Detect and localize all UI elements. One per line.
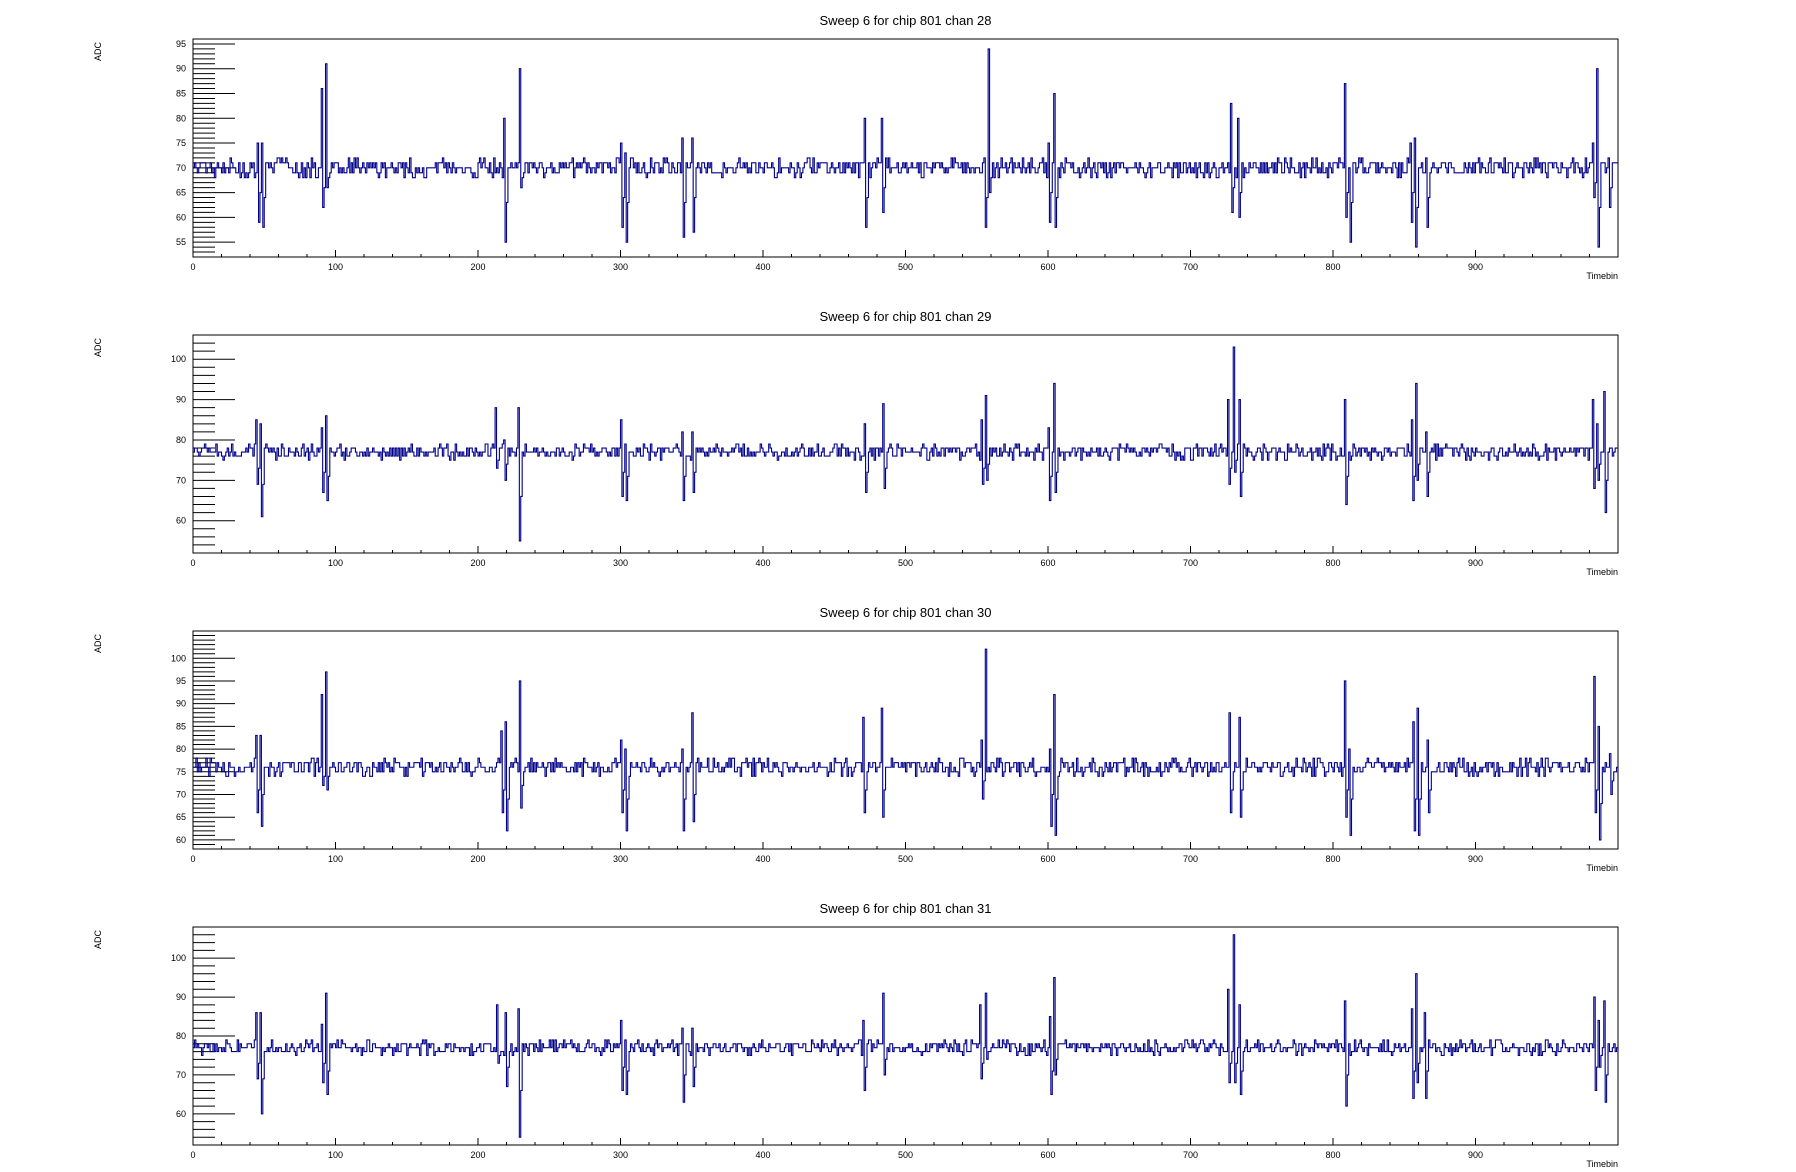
x-tick-label: 300 (613, 558, 628, 568)
x-tick-label: 300 (613, 854, 628, 864)
x-tick-label: 100 (328, 1150, 343, 1160)
y-tick-label: 80 (176, 744, 186, 754)
x-tick-label: 500 (898, 854, 913, 864)
x-tick-label: 0 (190, 1150, 195, 1160)
x-tick-label: 400 (755, 262, 770, 272)
x-tick-label: 600 (1040, 262, 1055, 272)
x-tick-label: 700 (1183, 262, 1198, 272)
y-tick-label: 100 (171, 354, 186, 364)
adc-trace-line (193, 48, 1618, 248)
x-tick-label: 700 (1183, 1150, 1198, 1160)
y-tick-label: 60 (176, 835, 186, 845)
y-tick-label: 85 (176, 721, 186, 731)
x-tick-label: 900 (1468, 854, 1483, 864)
x-tick-label: 400 (755, 1150, 770, 1160)
y-tick-label: 70 (176, 475, 186, 485)
chart-title: Sweep 6 for chip 801 chan 30 (819, 605, 991, 620)
chart-panel: Sweep 6 for chip 801 chan 31 ADC Timebin 60… (93, 901, 1619, 1169)
x-axis-label: Timebin (1586, 1159, 1618, 1169)
x-tick-label: 200 (470, 558, 485, 568)
y-tick-label: 60 (176, 516, 186, 526)
y-axis-label: ADC (93, 42, 103, 62)
x-tick-label: 100 (328, 262, 343, 272)
chart-title: Sweep 6 for chip 801 chan 29 (819, 309, 991, 324)
x-tick-label: 900 (1468, 262, 1483, 272)
y-tick-label: 65 (176, 188, 186, 198)
plot-frame (192, 38, 1619, 258)
adc-trace-line (193, 648, 1618, 841)
x-tick-label: 200 (470, 262, 485, 272)
x-tick-label: 200 (470, 1150, 485, 1160)
y-tick-label: 70 (176, 790, 186, 800)
y-tick-label: 90 (176, 699, 186, 709)
y-axis-label: ADC (93, 930, 103, 950)
x-tick-label: 200 (470, 854, 485, 864)
x-tick-label: 500 (898, 262, 913, 272)
y-axis-label: ADC (93, 634, 103, 654)
x-tick-label: 700 (1183, 854, 1198, 864)
y-tick-label: 60 (176, 1109, 186, 1119)
x-tick-label: 600 (1040, 854, 1055, 864)
y-tick-label: 80 (176, 1031, 186, 1041)
chart-panel: Sweep 6 for chip 801 chan 28 ADC Timebin 55… (93, 13, 1619, 281)
plot-frame (192, 926, 1619, 1146)
x-tick-label: 100 (328, 854, 343, 864)
x-tick-label: 400 (755, 854, 770, 864)
x-tick-label: 600 (1040, 558, 1055, 568)
adc-trace-line (193, 346, 1618, 542)
x-tick-label: 800 (1325, 262, 1340, 272)
x-tick-label: 500 (898, 558, 913, 568)
x-tick-label: 700 (1183, 558, 1198, 568)
plot-frame (192, 630, 1619, 850)
chart-title: Sweep 6 for chip 801 chan 31 (819, 901, 991, 916)
y-tick-label: 75 (176, 767, 186, 777)
y-tick-label: 90 (176, 395, 186, 405)
y-tick-label: 90 (176, 64, 186, 74)
x-tick-label: 100 (328, 558, 343, 568)
x-tick-label: 300 (613, 262, 628, 272)
x-tick-label: 800 (1325, 1150, 1340, 1160)
x-tick-label: 900 (1468, 1150, 1483, 1160)
x-tick-label: 0 (190, 262, 195, 272)
x-tick-label: 800 (1325, 558, 1340, 568)
y-tick-label: 70 (176, 163, 186, 173)
y-tick-label: 80 (176, 435, 186, 445)
x-tick-label: 600 (1040, 1150, 1055, 1160)
x-tick-label: 800 (1325, 854, 1340, 864)
chart-panel: Sweep 6 for chip 801 chan 29 ADC Timebin 60… (93, 309, 1619, 577)
y-tick-label: 85 (176, 89, 186, 99)
x-axis-label: Timebin (1586, 863, 1618, 873)
y-tick-label: 100 (171, 653, 186, 663)
y-tick-label: 70 (176, 1070, 186, 1080)
y-tick-label: 100 (171, 953, 186, 963)
chart-panel: Sweep 6 for chip 801 chan 30 ADC Timebin 60… (93, 605, 1619, 873)
y-tick-label: 60 (176, 212, 186, 222)
y-axis-label: ADC (93, 338, 103, 358)
x-tick-label: 0 (190, 558, 195, 568)
adc-trace-line (193, 934, 1618, 1138)
x-tick-label: 300 (613, 1150, 628, 1160)
y-tick-label: 90 (176, 992, 186, 1002)
x-axis-label: Timebin (1586, 567, 1618, 577)
x-tick-label: 900 (1468, 558, 1483, 568)
x-axis-label: Timebin (1586, 271, 1618, 281)
y-tick-label: 95 (176, 676, 186, 686)
x-tick-label: 500 (898, 1150, 913, 1160)
plot-frame (192, 334, 1619, 554)
chart-title: Sweep 6 for chip 801 chan 28 (819, 13, 991, 28)
x-tick-label: 0 (190, 854, 195, 864)
y-tick-label: 55 (176, 237, 186, 247)
x-tick-label: 400 (755, 558, 770, 568)
y-tick-label: 75 (176, 138, 186, 148)
y-tick-label: 65 (176, 812, 186, 822)
y-tick-label: 95 (176, 39, 186, 49)
y-tick-label: 80 (176, 113, 186, 123)
